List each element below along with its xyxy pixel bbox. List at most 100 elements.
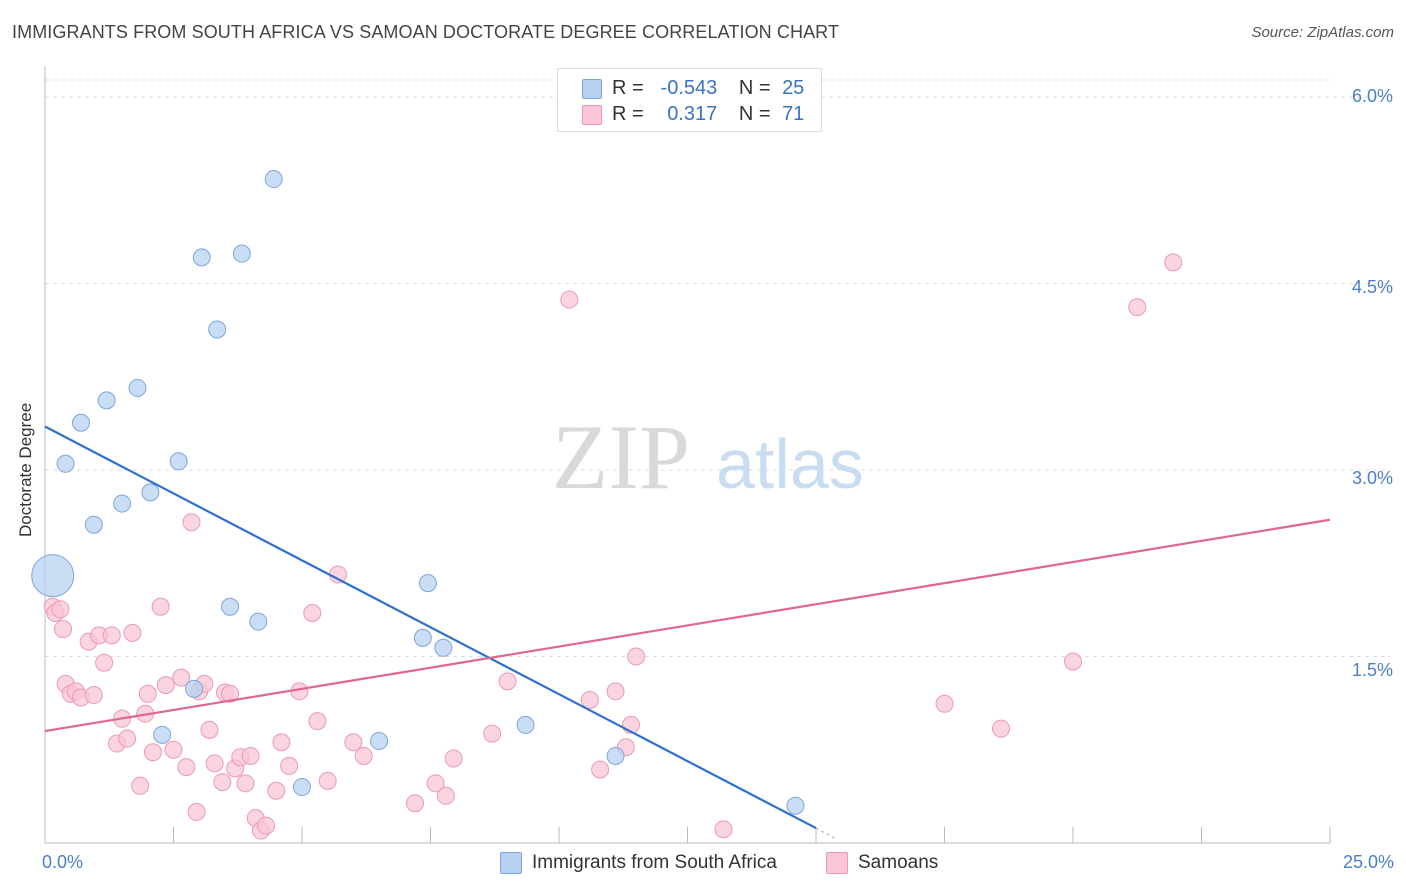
samoans-point: [627, 647, 646, 666]
legend-r-value: -0.543: [660, 77, 718, 99]
samoans-point: [241, 746, 260, 765]
samoans-point: [156, 676, 175, 695]
samoans-point: [1164, 253, 1183, 272]
bottom-legend-swatch-pink: [826, 852, 848, 874]
south-africa-point: [71, 413, 90, 432]
south-africa-point: [169, 452, 188, 471]
south-africa-point: [264, 170, 283, 189]
samoans-point: [426, 774, 445, 793]
samoans-point: [560, 290, 579, 309]
samoans-point: [272, 733, 291, 752]
x-tick-label: 0.0%: [42, 852, 84, 872]
samoans-point: [498, 672, 517, 691]
y-tick-label: 4.5%: [1351, 277, 1393, 297]
samoans-point: [187, 802, 206, 821]
watermark-zip: ZIP: [552, 406, 690, 508]
chart-title: IMMIGRANTS FROM SOUTH AFRICA VS SAMOAN D…: [12, 22, 840, 42]
axes: [44, 66, 1331, 844]
samoans-point: [1128, 298, 1147, 317]
legend-row-south-africa: R = -0.543 N = 25: [582, 77, 804, 99]
south-africa-point: [516, 715, 535, 734]
south-africa-point: [56, 454, 75, 473]
samoans-point: [172, 668, 191, 687]
y-tick-label: 3.0%: [1351, 468, 1393, 488]
bottom-legend-label: Immigrants from South Africa: [532, 852, 777, 874]
south-africa-point: [418, 574, 437, 593]
samoans-point: [436, 786, 455, 805]
trend-lines: [44, 425, 1331, 840]
bottom-legend-swatch-blue: [500, 852, 522, 874]
south-africa-point: [153, 725, 172, 744]
samoans-point: [580, 691, 599, 710]
south-africa-point: [786, 796, 805, 815]
source-label: Source: ZipAtlas.com: [1251, 24, 1394, 41]
samoans-point: [280, 756, 299, 775]
x-tick-label: 25.0%: [1342, 852, 1394, 872]
samoans-point: [303, 603, 322, 622]
samoans-point: [591, 760, 610, 779]
legend-n-label: N =: [738, 103, 771, 125]
legend-r-value: 0.317: [667, 103, 718, 125]
south-africa-point: [113, 494, 132, 513]
south-africa-point: [128, 378, 147, 397]
samoans-point: [935, 694, 954, 713]
y-axis-label: Doctorate Degree: [16, 402, 35, 537]
south-africa-point: [606, 746, 625, 765]
trend-line-south-africa-extension: [815, 827, 837, 840]
samoans-point: [84, 686, 103, 705]
south-africa-point: [293, 778, 311, 797]
samoans-point: [53, 620, 72, 639]
legend-swatch-blue: [582, 78, 602, 99]
south-africa-point: [84, 515, 103, 534]
series-south-africa-points: [31, 170, 805, 815]
samoans-point: [444, 749, 463, 768]
samoans-point: [95, 653, 114, 672]
samoans-point: [131, 776, 150, 795]
samoans-point: [123, 623, 142, 642]
samoans-point: [221, 684, 240, 703]
samoans-point: [344, 733, 363, 752]
samoans-point: [213, 773, 232, 792]
samoans-point: [138, 684, 157, 703]
south-africa-point: [232, 244, 251, 263]
samoans-point: [354, 746, 373, 765]
legend-swatch-pink: [582, 104, 602, 125]
y-tick-label: 1.5%: [1351, 660, 1393, 680]
samoans-point: [205, 754, 224, 773]
bottom-legend-samoans: Samoans: [826, 852, 938, 874]
legend-row-samoans: R = 0.317 N = 71: [582, 103, 804, 125]
samoans-point: [328, 565, 347, 584]
series-samoans-points: [43, 253, 1183, 840]
south-africa-point: [192, 248, 211, 267]
legend-r-label: R =: [612, 77, 644, 99]
legend-r-label: R =: [612, 103, 644, 125]
samoans-point: [318, 771, 337, 790]
y-tick-label: 6.0%: [1351, 86, 1393, 106]
trend-line-south-africa: [44, 425, 817, 830]
south-africa-point: [370, 732, 389, 751]
south-africa-point: [208, 320, 227, 339]
watermark: ZIP atlas: [552, 406, 864, 508]
south-africa-point: [141, 483, 160, 502]
samoans-point: [200, 720, 219, 739]
samoans-point: [714, 820, 733, 839]
south-africa-point: [185, 679, 204, 698]
south-africa-point: [31, 554, 75, 598]
legend-n-value: 25: [782, 77, 805, 99]
legend-n-value: 71: [782, 103, 805, 125]
samoans-point: [182, 513, 201, 532]
bottom-legend-label: Samoans: [858, 852, 939, 874]
legend-n-label: N =: [738, 77, 771, 99]
south-africa-point: [249, 612, 268, 631]
samoans-point: [267, 781, 286, 800]
samoans-point: [236, 774, 255, 793]
watermark-atlas: atlas: [716, 425, 864, 503]
trend-line-samoans: [44, 518, 1331, 733]
south-africa-point: [97, 391, 116, 410]
samoans-point: [606, 682, 625, 701]
samoans-point: [151, 597, 170, 616]
samoans-point: [1064, 652, 1082, 671]
correlation-legend: R = -0.543 N = 25 R = 0.317 N = 71: [557, 68, 822, 132]
samoans-point: [102, 626, 121, 645]
